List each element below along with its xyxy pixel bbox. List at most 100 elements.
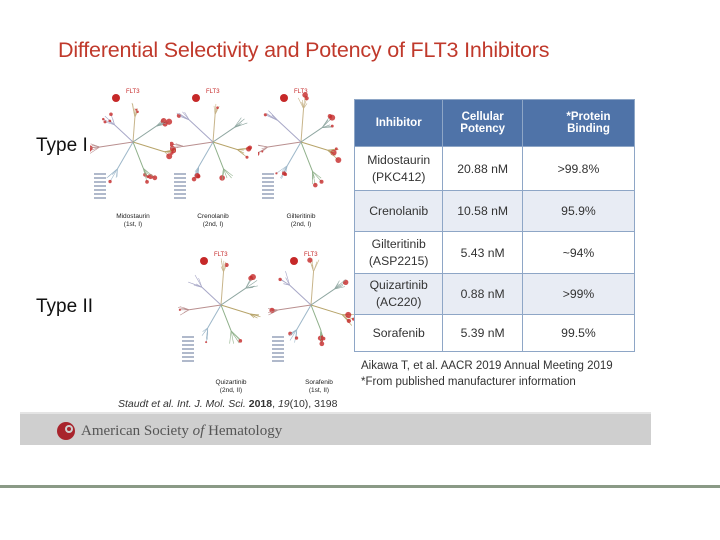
tree-caption-name: Crenolanib: [197, 213, 229, 220]
tree-branch: [117, 141, 134, 170]
tree-twig: [110, 114, 115, 125]
slide-title: Differential Selectivity and Potency of …: [58, 38, 550, 62]
kinase-hit-dot: [108, 119, 112, 123]
tree-branch: [300, 141, 313, 172]
kinase-hit-dot: [146, 175, 150, 179]
kinase-hit-dot: [219, 175, 225, 181]
kinase-hit-dot: [102, 117, 105, 121]
kinase-hit-dot: [135, 108, 138, 111]
tree-twig: [92, 144, 100, 148]
tree-twig: [249, 313, 258, 319]
tree-branch: [220, 271, 224, 306]
kinase-hit-dot: [103, 120, 107, 124]
ash-org-name: American Society of Hematology: [81, 423, 283, 439]
tree-branch: [220, 304, 232, 331]
header-inhibitor: Inhibitor: [353, 99, 444, 147]
kinase-hit-dot: [330, 149, 337, 156]
kinome-tree-midostaurin: FLT3: [90, 82, 176, 210]
tree-branch: [201, 286, 222, 306]
tree-branch: [212, 141, 224, 169]
kinase-hit-dot: [245, 155, 249, 159]
kinase-hit-dot: [224, 262, 229, 268]
tree-twig: [288, 329, 298, 337]
kinase-hit-dot: [238, 339, 243, 343]
tree-twig: [183, 309, 190, 313]
table-row: Crenolanib 10.58 nM 95.9%: [353, 190, 636, 232]
type-i-label: Type I: [36, 135, 88, 156]
tree-twig: [230, 330, 241, 340]
tree-caption-crenolanib: Crenolanib (2nd, I): [178, 213, 248, 229]
kinase-hit-dot: [313, 182, 318, 188]
tree-branch: [198, 141, 214, 167]
kinase-hit-dot: [275, 172, 278, 175]
tree-twig: [184, 111, 190, 121]
citation-year: 2018: [248, 398, 273, 410]
tree-twig: [176, 112, 190, 121]
tree-caption-quizartinib: Quizartinib (2nd, II): [196, 379, 266, 395]
tree-branch: [132, 125, 157, 143]
tree-branch: [99, 141, 134, 148]
tree-twig: [245, 280, 258, 289]
kinase-hit-dot: [346, 318, 352, 323]
tree-branch: [300, 127, 323, 143]
tree-twig: [249, 313, 259, 316]
tree-branch: [296, 304, 312, 330]
kinase-hit-dot: [334, 147, 338, 151]
flt3-label: FLT3: [206, 89, 220, 95]
kinase-hit-dot: [258, 151, 260, 156]
tree-branch: [220, 304, 250, 315]
flt3-hit-dot: [290, 257, 298, 265]
tree-branch: [310, 304, 322, 331]
tree-branch: [286, 141, 302, 166]
tree-twig: [111, 168, 118, 175]
cell-potency: 20.88 nM: [442, 146, 523, 191]
flt3-hit-dot: [200, 257, 208, 265]
tree-branch: [300, 108, 305, 143]
kinase-hit-dot: [261, 150, 264, 153]
tree-twig: [334, 283, 339, 290]
tree-twig: [321, 115, 331, 128]
cell-inhibitor: Sorafenib: [353, 314, 444, 352]
kinase-hit-dot: [170, 141, 174, 147]
kinase-hit-dot: [145, 180, 149, 184]
tree-branch: [289, 284, 312, 306]
tree-twig: [193, 284, 203, 288]
tree-twig: [269, 111, 279, 121]
flt3-label: FLT3: [294, 89, 308, 95]
ash-logo-icon: [57, 422, 75, 440]
tree-twig: [245, 287, 254, 289]
tree-twig: [268, 309, 279, 313]
bottom-rule: [0, 485, 720, 488]
citation-volume: 19: [277, 398, 290, 410]
table-row: Sorafenib 5.39 nM 99.5%: [353, 314, 636, 352]
tree-twig: [223, 168, 232, 179]
kinase-hit-dot: [109, 112, 113, 117]
tree-twig: [109, 168, 118, 182]
tree-twig: [90, 146, 100, 154]
kinase-hit-dot: [216, 106, 219, 109]
tree-caption-class: (1st, II): [308, 387, 330, 394]
kinase-hit-dot: [307, 257, 313, 263]
kinase-hit-dot: [319, 179, 324, 184]
kinase-hit-dot: [294, 336, 299, 340]
tree-branch: [310, 271, 315, 306]
tree-branch: [114, 124, 134, 143]
kinase-hit-dot: [170, 151, 174, 155]
tree-branch: [207, 304, 222, 329]
tree-caption-name: Quizartinib: [215, 379, 247, 386]
kinase-hit-dot: [152, 175, 158, 181]
flt3-label: FLT3: [126, 89, 140, 95]
tree-twig: [303, 103, 308, 109]
tree-branch: [278, 304, 312, 311]
kinase-hit-dot: [335, 157, 342, 163]
tree-twig: [194, 166, 199, 172]
type-ii-label: Type II: [36, 296, 94, 317]
tree-twig: [322, 126, 332, 128]
cell-binding: 95.9%: [521, 190, 636, 232]
tree-twig: [285, 271, 291, 286]
kinome-tree-sorafenib: FLT3: [268, 245, 354, 373]
tree-branch: [132, 141, 144, 169]
inhibitor-table: Inhibitor Cellular Potency *Protein Bind…: [353, 99, 636, 352]
kinase-hit-dot: [166, 153, 173, 160]
tree-twig: [249, 313, 261, 318]
